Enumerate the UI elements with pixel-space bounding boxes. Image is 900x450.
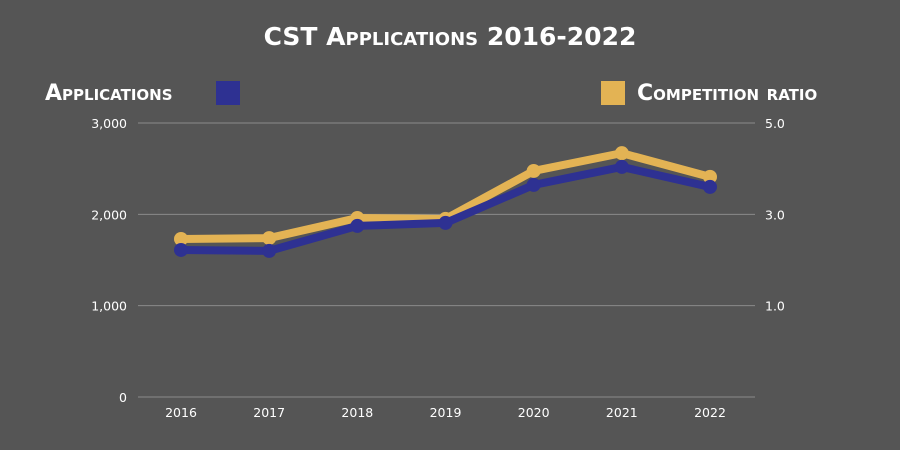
- x-tick-label: 2019: [430, 405, 462, 420]
- chart-title: CST Applications 2016-2022: [264, 22, 637, 51]
- data-point-applications: [174, 242, 188, 257]
- data-point-applications: [703, 179, 717, 194]
- legend-applications: Applications: [45, 81, 240, 106]
- data-point-competition-ratio: [262, 231, 277, 246]
- legend-label-applications: Applications: [45, 81, 173, 106]
- data-point-applications: [262, 243, 277, 258]
- left-tick-label: 0: [119, 390, 127, 405]
- data-point-competition-ratio: [703, 169, 717, 184]
- left-tick-label: 3,000: [91, 116, 127, 131]
- x-tick-label: 2018: [341, 405, 373, 420]
- data-point-applications: [614, 159, 629, 174]
- left-tick-label: 2,000: [91, 207, 127, 222]
- right-tick-label: 3.0: [765, 207, 785, 222]
- data-point-competition-ratio: [174, 231, 188, 246]
- right-tick-label: 5.0: [765, 116, 785, 131]
- left-tick-label: 1,000: [91, 299, 127, 314]
- right-tick-label: 1.0: [765, 299, 785, 314]
- x-tick-label: 2022: [694, 405, 726, 420]
- data-point-applications: [438, 215, 453, 230]
- x-tick-label: 2017: [253, 405, 285, 420]
- legend-label-competition-ratio: Competition ratio: [637, 81, 817, 106]
- x-tick-label: 2021: [606, 405, 638, 420]
- data-point-competition-ratio: [526, 163, 541, 178]
- data-point-applications: [526, 177, 541, 192]
- legend-swatch-applications: [216, 81, 240, 105]
- data-point-competition-ratio: [614, 146, 629, 161]
- axes: 0 1,000 2,000 3,000 1.0 3.0 5.0 2016 2017 2018 201…: [91, 116, 785, 420]
- x-tick-label: 2016: [165, 405, 197, 420]
- legend-swatch-competition-ratio: [601, 81, 625, 105]
- legend-competition-ratio: Competition ratio: [601, 81, 817, 106]
- x-tick-label: 2020: [518, 405, 550, 420]
- series: [174, 146, 717, 258]
- data-point-applications: [350, 218, 365, 233]
